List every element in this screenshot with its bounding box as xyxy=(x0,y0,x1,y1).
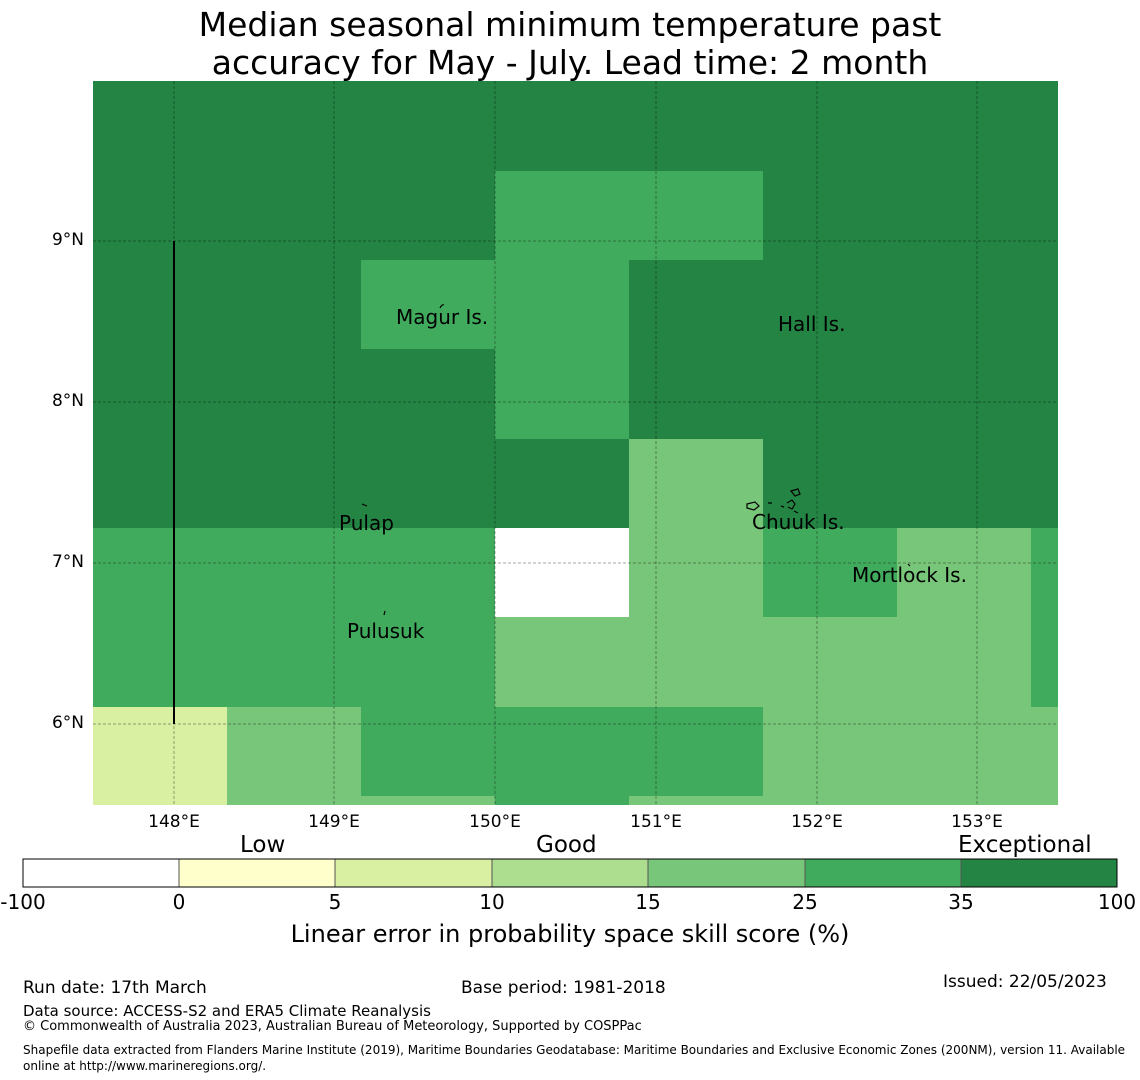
colorbar-bin-none xyxy=(23,859,179,887)
cell-verygood-sw xyxy=(361,707,495,796)
lon-tick-149: 149°E xyxy=(308,812,360,832)
issued-date: Issued: 22/05/2023 xyxy=(943,972,1107,992)
base-period: Base period: 1981-2018 xyxy=(461,978,666,998)
colorbar-bin-very-good xyxy=(805,859,961,887)
cell-good-mortlock xyxy=(897,528,1031,617)
cell-low-sw xyxy=(93,707,227,805)
colorbar-category-exceptional: Exceptional xyxy=(958,832,1092,858)
cell-verygood-south-band xyxy=(93,528,495,707)
place-label-mortlock: Mortlock Is. xyxy=(852,563,967,587)
colorbar-bin-very-low xyxy=(179,859,335,887)
cell-verygood-east-edge xyxy=(1031,528,1058,707)
colorbar-category-good: Good xyxy=(536,832,597,858)
lat-tick-8: 8°N xyxy=(51,391,84,411)
cell-verygood-mortlock xyxy=(763,528,897,617)
cell-good-east-band xyxy=(763,617,1058,805)
colorbar-bin-fair xyxy=(492,859,648,887)
magur-island-shape xyxy=(439,304,445,309)
colorbar-tick: -100 xyxy=(0,890,46,914)
copyright: © Commonwealth of Australia 2023, Austra… xyxy=(23,1019,642,1034)
lat-tick-9: 9°N xyxy=(51,230,84,250)
colorbar-tick: 25 xyxy=(792,890,818,914)
lon-tick-150: 150°E xyxy=(469,812,521,832)
cell-good-chuuk xyxy=(629,439,763,617)
cell-verygood-south-center xyxy=(495,707,763,796)
place-label-chuuk: Chuuk Is. xyxy=(752,510,845,534)
colorbar xyxy=(22,858,1118,888)
chuuk-lagoon-shape xyxy=(746,488,801,514)
colorbar-tick: 0 xyxy=(172,890,186,914)
colorbar-bin-good xyxy=(648,859,805,887)
colorbar-tick: 10 xyxy=(479,890,505,914)
data-source: Data source: ACCESS-S2 and ERA5 Climate … xyxy=(23,1002,431,1020)
lon-tick-152: 152°E xyxy=(791,812,843,832)
chart-title-line2: accuracy for May - July. Lead time: 2 mo… xyxy=(211,43,929,82)
shapefile-credit-line1: Shapefile data extracted from Flanders M… xyxy=(23,1043,1126,1057)
lon-tick-151: 151°E xyxy=(630,812,682,832)
island-outlines xyxy=(361,304,911,616)
mortlock-island-shape xyxy=(907,563,911,567)
cell-verygood-magur xyxy=(361,260,495,349)
run-date: Run date: 17th March xyxy=(23,978,207,998)
cell-good-south-center xyxy=(629,796,763,805)
colorbar-category-low: Low xyxy=(240,832,286,858)
cell-verygood-south-center2 xyxy=(495,796,629,805)
cell-good-center-south xyxy=(495,617,763,707)
colorbar-tick: 100 xyxy=(1097,890,1137,914)
cell-verygood-center xyxy=(495,260,629,439)
lon-tick-153: 153°E xyxy=(951,812,1003,832)
place-label-hall: Hall Is. xyxy=(778,312,846,336)
pulusuk-island-shape xyxy=(383,610,386,616)
place-label-magur: Magur Is. xyxy=(396,305,489,329)
colorbar-bin-low xyxy=(335,859,492,887)
colorbar-bin-exceptional xyxy=(961,859,1117,887)
skill-grid xyxy=(93,81,1058,805)
chart-title-line1: Median seasonal minimum temperature past xyxy=(198,5,942,44)
lat-tick-7: 7°N xyxy=(51,552,84,572)
colorbar-tick: 5 xyxy=(328,890,342,914)
cell-good-east-edge xyxy=(1031,707,1058,805)
lon-tick-148: 148°E xyxy=(148,812,200,832)
colorbar-tick: 15 xyxy=(635,890,661,914)
colorbar-frame xyxy=(22,858,1118,888)
colorbar-tick: 35 xyxy=(948,890,974,914)
pulap-island-shape xyxy=(361,503,368,507)
place-label-pulap: Pulap xyxy=(339,511,394,535)
place-label-pulusuk: Pulusuk xyxy=(347,619,425,643)
colorbar-label: Linear error in probability space skill … xyxy=(290,920,850,948)
cell-verygood-north-block xyxy=(495,171,763,260)
shapefile-credit-line2: online at http://www.marineregions.org/. xyxy=(23,1059,267,1073)
lat-tick-6: 6°N xyxy=(51,713,84,733)
